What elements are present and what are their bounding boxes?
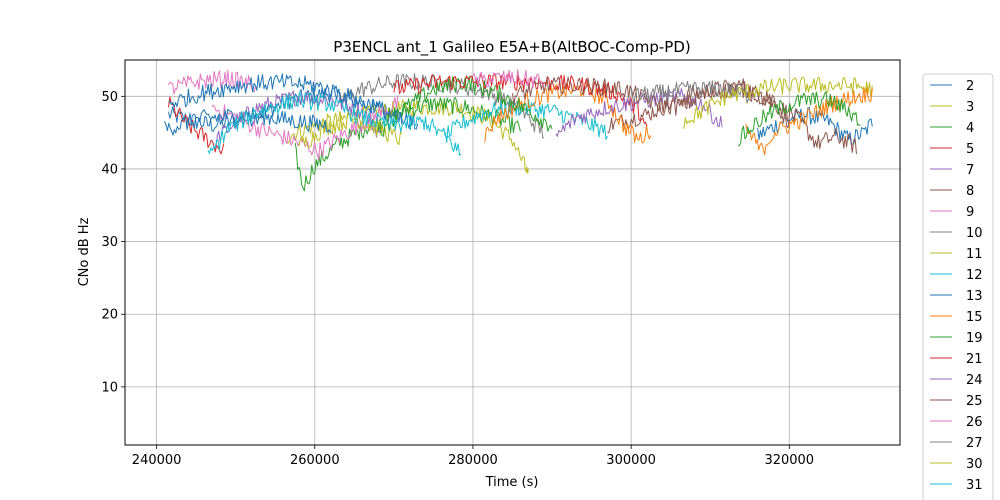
legend-item: 10 <box>930 226 983 241</box>
series-27 <box>630 80 750 104</box>
legend-item: 5 <box>930 142 974 157</box>
series-line <box>207 92 462 156</box>
series-13 <box>164 106 332 136</box>
legend: 2 3 4 5 7 8 9 10 11 12 13 15 19 21 24 25 26 27 30 31 <box>922 73 994 500</box>
legend-item: 4 <box>930 121 974 136</box>
legend-label: 8 <box>966 184 974 199</box>
legend-label: 27 <box>966 436 983 451</box>
series-line <box>168 73 403 125</box>
legend-label: 15 <box>966 310 983 325</box>
series-4 <box>294 96 521 192</box>
legend-label: 10 <box>966 226 983 241</box>
x-tick-label: 280000 <box>448 453 498 468</box>
legend-item: 19 <box>930 331 983 346</box>
legend-item: 25 <box>930 394 983 409</box>
series-line <box>472 69 545 89</box>
legend-label: 3 <box>966 100 974 115</box>
legend-label: 13 <box>966 289 983 304</box>
legend-label: 21 <box>966 352 983 367</box>
series-line <box>737 91 861 147</box>
legend-label: 9 <box>966 205 974 220</box>
legend-label: 2 <box>966 79 974 94</box>
x-tick-label: 300000 <box>606 453 656 468</box>
legend-label: 12 <box>966 268 983 283</box>
legend-item: 13 <box>930 289 983 304</box>
series-line <box>377 76 553 137</box>
legend-item: 21 <box>930 352 983 367</box>
y-axis-label: CNo dB Hz <box>77 217 92 286</box>
series-line <box>168 96 225 155</box>
y-tick-label: 30 <box>101 235 118 250</box>
series-line <box>338 73 545 139</box>
y-axis: 10 20 30 40 50 <box>101 90 125 395</box>
series-31 <box>207 92 462 156</box>
plot-frame <box>124 59 901 446</box>
series-line <box>745 87 873 156</box>
x-axis-label: Time (s) <box>485 475 539 490</box>
x-tick-label: 260000 <box>290 453 340 468</box>
y-tick-label: 20 <box>101 308 118 323</box>
legend-item: 11 <box>930 247 983 262</box>
legend-item: 15 <box>930 310 983 325</box>
series-19 <box>377 76 553 137</box>
x-axis: 240000 260000 280000 300000 320000 <box>132 445 814 468</box>
series-10 <box>338 73 545 139</box>
legend-label: 19 <box>966 331 983 346</box>
legend-item: 7 <box>930 163 974 178</box>
series-12 <box>444 99 608 143</box>
series-lines <box>164 69 873 192</box>
y-tick-label: 50 <box>101 90 118 105</box>
series-line <box>168 69 256 95</box>
legend-label: 7 <box>966 163 974 178</box>
series-line <box>512 76 790 129</box>
legend-item: 12 <box>930 268 983 283</box>
series-34 <box>745 87 873 156</box>
chart-title: P3ENCL ant_1 Galileo E5A+B(AltBOC-Comp-P… <box>333 38 690 57</box>
legend-item: 24 <box>930 373 983 388</box>
y-tick-label: 10 <box>101 380 118 395</box>
legend-label: 5 <box>966 142 974 157</box>
legend-label: 31 <box>966 478 983 493</box>
legend-label: 25 <box>966 394 983 409</box>
series-line <box>630 80 750 104</box>
series-line <box>164 106 332 136</box>
legend-item: 27 <box>930 436 983 451</box>
legend-item: 30 <box>930 457 983 472</box>
legend-label: 24 <box>966 373 983 388</box>
legend-item: 31 <box>930 478 983 493</box>
legend-item: 9 <box>930 205 974 220</box>
series-line <box>444 99 608 143</box>
x-tick-label: 240000 <box>132 453 182 468</box>
series-line <box>682 76 873 129</box>
y-tick-label: 40 <box>101 162 118 177</box>
legend-label: 4 <box>966 121 974 136</box>
legend-item: 2 <box>930 79 974 94</box>
series-36 <box>737 91 861 147</box>
legend-item: 26 <box>930 415 983 430</box>
series-33 <box>168 73 403 125</box>
legend-item: 3 <box>930 100 974 115</box>
legend-box <box>922 73 994 500</box>
legend-label: 30 <box>966 457 983 472</box>
series-5 <box>168 96 225 155</box>
legend-label: 26 <box>966 415 983 430</box>
series-25 <box>512 76 790 129</box>
legend-item: 8 <box>930 184 974 199</box>
series-26 <box>168 69 545 95</box>
series-line <box>294 96 521 192</box>
legend-label: 11 <box>966 247 983 262</box>
series-30 <box>682 76 873 129</box>
x-tick-label: 320000 <box>764 453 814 468</box>
